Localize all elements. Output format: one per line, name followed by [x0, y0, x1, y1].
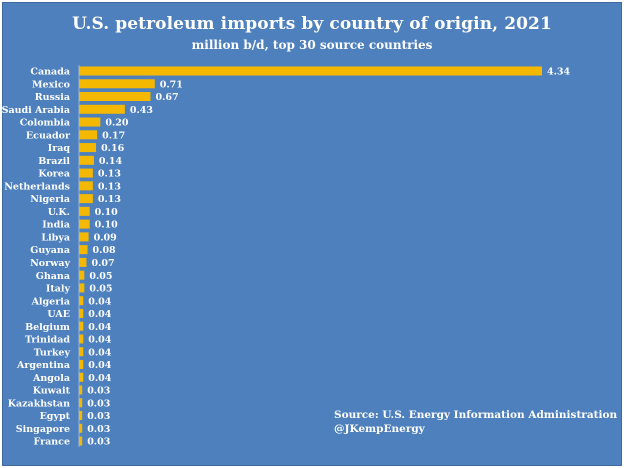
bar [79, 270, 85, 280]
category-label: Norway [30, 258, 70, 269]
data-label: 0.04 [88, 360, 112, 371]
bar [79, 181, 93, 191]
bar [79, 130, 98, 140]
category-label: U.K. [48, 207, 70, 218]
data-label: 0.13 [98, 194, 121, 205]
category-label: Mexico [32, 79, 70, 90]
chart-subtitle: million b/d, top 30 source countries [191, 38, 433, 52]
data-label: 0.20 [105, 118, 129, 129]
category-label: Iraq [48, 143, 71, 154]
bar [79, 359, 84, 369]
bar [79, 245, 88, 255]
source-note: Source: U.S. Energy Information Administ… [334, 408, 617, 436]
bar [79, 411, 83, 421]
bar [79, 206, 90, 216]
data-label: 0.05 [89, 284, 112, 295]
category-label: Argentina [16, 360, 70, 371]
data-label: 0.43 [130, 105, 153, 116]
data-label: 0.03 [87, 437, 110, 448]
category-label: Trinidad [25, 335, 70, 346]
bar [79, 423, 83, 433]
bar [79, 372, 84, 382]
bar [79, 347, 84, 357]
data-label: 0.14 [99, 156, 123, 167]
category-label: Canada [30, 67, 70, 78]
category-label: Algeria [31, 296, 70, 307]
data-label: 0.67 [155, 92, 178, 103]
data-label: 0.03 [87, 386, 110, 397]
bar [79, 296, 84, 306]
data-label: 0.04 [88, 373, 112, 384]
data-label: 0.10 [95, 207, 119, 218]
data-label: 0.03 [87, 411, 110, 422]
category-label: Guyana [30, 245, 70, 256]
bar [79, 308, 84, 318]
bar [79, 283, 85, 293]
data-label: 0.05 [89, 271, 112, 282]
bar [79, 194, 93, 204]
data-label: 0.04 [88, 347, 112, 358]
category-label: Angola [32, 373, 70, 384]
data-label: 0.13 [98, 169, 121, 180]
bar [79, 168, 93, 178]
category-label: Korea [38, 169, 70, 180]
category-label: Colombia [20, 118, 70, 129]
category-label: Ghana [36, 271, 70, 282]
category-label: Ecuador [26, 130, 71, 141]
category-label: Libya [41, 232, 70, 243]
category-label: UAE [47, 309, 70, 320]
category-label: Brazil [38, 156, 70, 167]
bar [79, 321, 84, 331]
bar [79, 92, 151, 102]
category-label: Kazakhstan [8, 398, 70, 409]
data-label: 0.04 [88, 335, 112, 346]
data-label: 0.04 [88, 296, 112, 307]
category-label: Russia [35, 92, 70, 103]
category-label: France [34, 437, 70, 448]
category-label: Egypt [40, 411, 71, 422]
category-label: India [42, 220, 70, 231]
source-line: Source: U.S. Energy Information Administ… [334, 409, 618, 421]
bar [79, 334, 84, 344]
bar [79, 155, 94, 165]
bar [79, 219, 90, 229]
bar [79, 79, 155, 89]
chart-title: U.S. petroleum imports by country of ori… [72, 14, 552, 34]
data-label: 0.09 [94, 232, 118, 243]
data-label: 0.08 [93, 245, 117, 256]
category-label: Nigeria [30, 194, 70, 205]
category-label: Saudi Arabia [2, 105, 70, 116]
bar [79, 117, 101, 127]
data-label: 0.16 [101, 143, 125, 154]
bar [79, 436, 83, 446]
bar [79, 385, 83, 395]
data-label: 0.13 [98, 181, 121, 192]
data-label: 0.03 [87, 398, 110, 409]
bar [79, 66, 542, 76]
data-label: 0.04 [88, 309, 112, 320]
bar [79, 143, 97, 153]
category-label: Netherlands [4, 181, 70, 192]
credit-line: @JKempEnergy [334, 423, 425, 435]
data-label: 0.17 [102, 130, 125, 141]
data-label: 0.03 [87, 424, 110, 435]
category-label: Turkey [34, 347, 71, 358]
bar [79, 257, 87, 267]
data-label: 0.07 [91, 258, 114, 269]
category-label: Kuwait [33, 386, 71, 397]
category-label: Singapore [16, 424, 70, 435]
data-label: 0.71 [160, 79, 183, 90]
data-label: 0.04 [88, 322, 112, 333]
data-label: 0.10 [95, 220, 119, 231]
bar [79, 232, 89, 242]
data-label: 4.34 [547, 67, 571, 78]
bar [79, 398, 83, 408]
category-label: Italy [46, 284, 71, 295]
bar [79, 104, 125, 114]
category-label: Belgium [25, 322, 70, 333]
